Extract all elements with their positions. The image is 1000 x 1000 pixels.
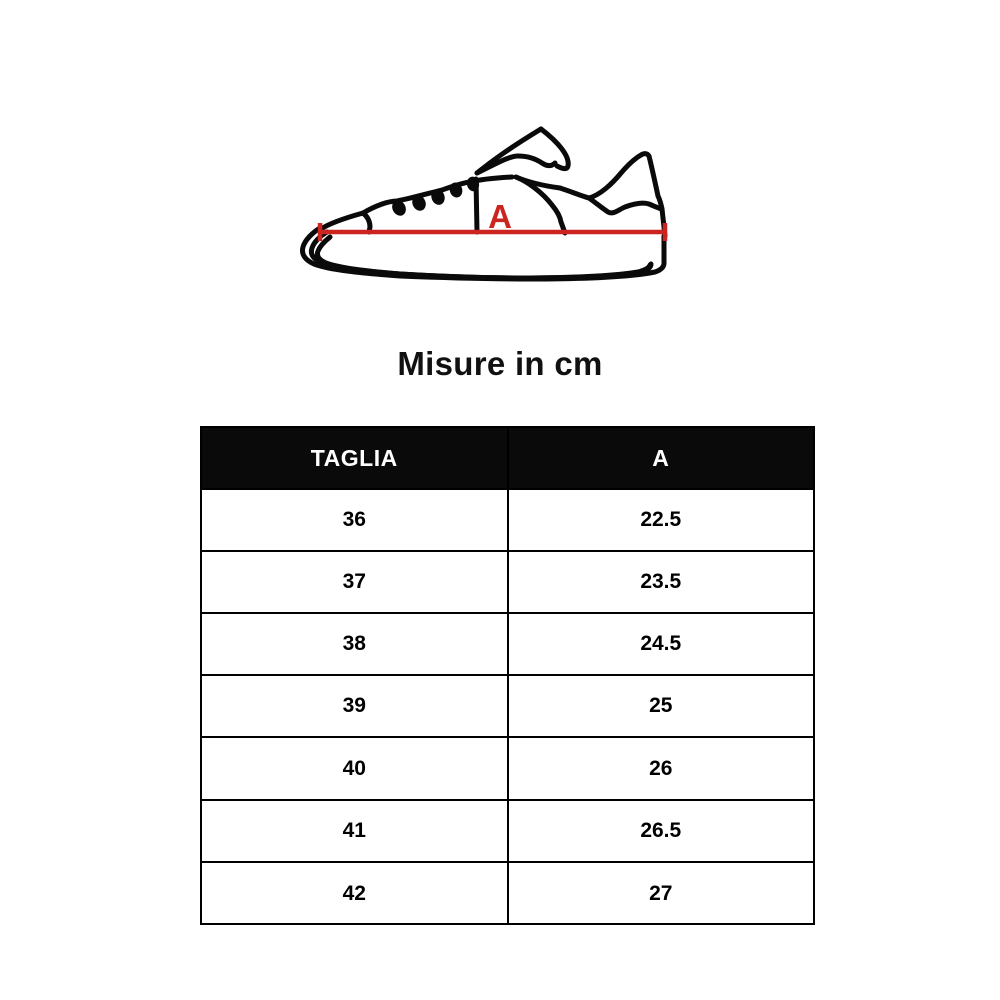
svg-text:A: A	[488, 198, 512, 235]
